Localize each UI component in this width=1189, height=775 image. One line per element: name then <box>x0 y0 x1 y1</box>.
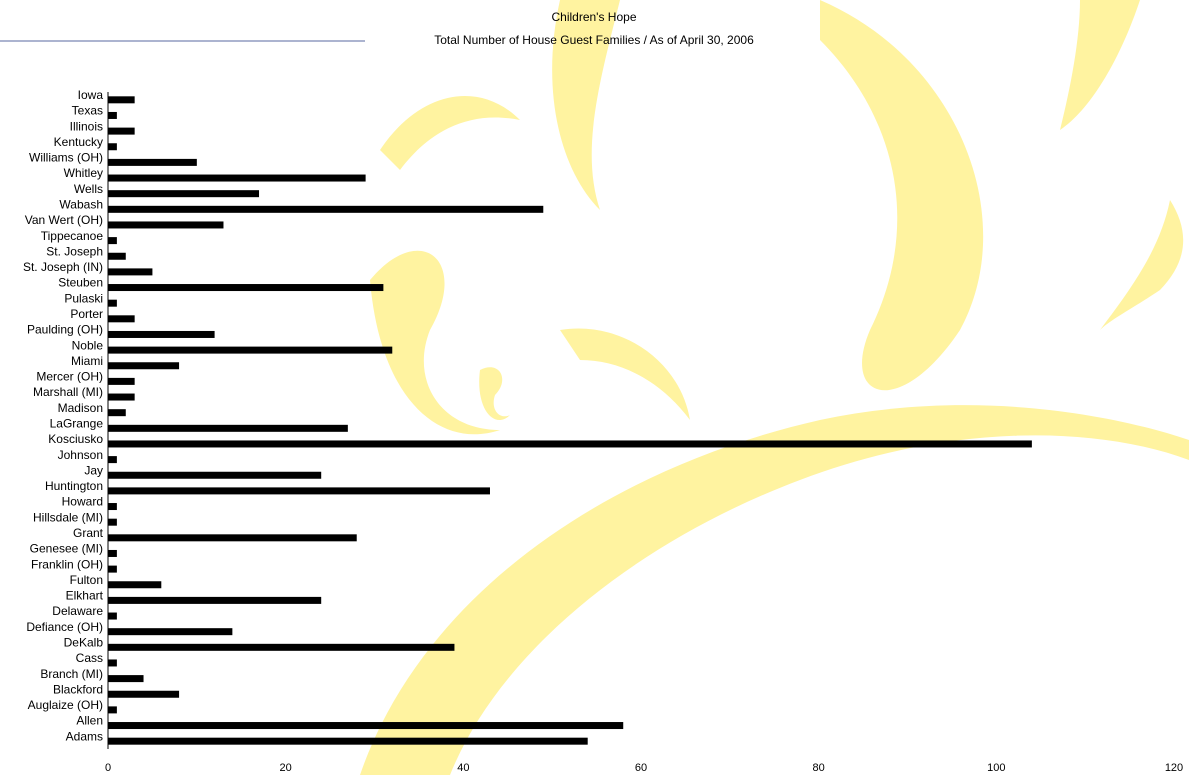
bar <box>108 424 348 432</box>
bar <box>108 315 135 323</box>
chart-subtitle: Total Number of House Guest Families / A… <box>434 33 754 47</box>
bar <box>108 659 117 667</box>
bar <box>108 205 544 213</box>
y-tick-label: Grant <box>73 526 104 540</box>
y-tick-label: Williams (OH) <box>29 151 103 165</box>
bar <box>108 471 322 479</box>
bar <box>108 503 117 511</box>
bar <box>108 456 117 464</box>
bar <box>108 549 117 557</box>
bar <box>108 377 135 385</box>
y-tick-label: Miami <box>71 354 103 368</box>
y-tick-label: Paulding (OH) <box>27 323 103 337</box>
y-tick-label: Genesee (MI) <box>30 542 103 556</box>
y-tick-label: Tippecanoe <box>41 229 104 243</box>
bar <box>108 487 490 495</box>
bar <box>108 237 117 245</box>
bar <box>108 221 224 229</box>
y-tick-label: Whitley <box>64 166 103 180</box>
y-tick-label: Delaware <box>52 604 103 618</box>
bar <box>108 722 624 730</box>
y-tick-label: Johnson <box>58 448 103 462</box>
y-tick-label: Huntington <box>45 479 103 493</box>
bar <box>108 174 366 182</box>
x-tick-label: 80 <box>813 762 825 774</box>
x-tick-label: 20 <box>280 762 292 774</box>
y-tick-label: Porter <box>70 307 103 321</box>
y-tick-label: Jay <box>84 463 103 477</box>
bar <box>108 706 117 714</box>
y-tick-label: Franklin (OH) <box>31 557 103 571</box>
bar <box>108 518 117 526</box>
y-tick-label: Branch (MI) <box>40 667 103 681</box>
y-tick-label: LaGrange <box>50 416 104 430</box>
bar <box>108 190 260 198</box>
y-tick-label: Elkhart <box>66 589 104 603</box>
y-tick-label: Illinois <box>70 119 103 133</box>
y-tick-label: Hillsdale (MI) <box>33 510 103 524</box>
bar <box>108 127 135 135</box>
bar <box>108 330 215 338</box>
x-tick-label: 100 <box>987 762 1005 774</box>
bar <box>108 737 588 745</box>
bar <box>108 346 393 354</box>
bar <box>108 111 117 119</box>
y-tick-label: Kentucky <box>54 135 103 149</box>
bar <box>108 440 1032 448</box>
chart-title: Children's Hope <box>551 10 636 24</box>
background-sun <box>360 0 1189 775</box>
y-tick-label: St. Joseph <box>46 244 103 258</box>
y-tick-label: Madison <box>58 401 103 415</box>
y-tick-label: Van Wert (OH) <box>25 213 103 227</box>
y-tick-label: Steuben <box>58 276 103 290</box>
y-tick-label: Marshall (MI) <box>33 385 103 399</box>
y-tick-label: Noble <box>72 338 104 352</box>
bar <box>108 581 162 589</box>
bar <box>108 675 144 683</box>
y-tick-label: Howard <box>62 495 103 509</box>
bar <box>108 409 126 417</box>
y-tick-label: Auglaize (OH) <box>28 698 103 712</box>
y-tick-label: DeKalb <box>64 635 104 649</box>
y-tick-label: Iowa <box>78 88 104 102</box>
bar <box>108 393 135 401</box>
y-tick-label: Texas <box>72 104 103 118</box>
bar <box>108 143 117 151</box>
y-tick-label: Blackford <box>53 682 103 696</box>
x-tick-label: 120 <box>1165 762 1183 774</box>
bar <box>108 284 384 292</box>
y-tick-label: Adams <box>66 729 103 743</box>
bar <box>108 534 357 542</box>
bar <box>108 565 117 573</box>
bar <box>108 596 322 604</box>
y-tick-label: St. Joseph (IN) <box>23 260 103 274</box>
y-tick-label: Wabash <box>59 197 103 211</box>
bar <box>108 690 180 698</box>
bar <box>108 252 126 260</box>
y-tick-label: Mercer (OH) <box>36 370 103 384</box>
bar <box>108 96 135 104</box>
y-tick-label: Cass <box>76 651 103 665</box>
bar <box>108 158 197 166</box>
x-tick-label: 60 <box>635 762 647 774</box>
bar <box>108 643 455 651</box>
y-tick-label: Kosciusko <box>48 432 103 446</box>
bar <box>108 268 153 276</box>
bar <box>108 299 117 307</box>
y-tick-label: Allen <box>76 714 103 728</box>
x-tick-label: 40 <box>457 762 469 774</box>
x-tick-label: 0 <box>105 762 111 774</box>
bar <box>108 628 233 636</box>
bar <box>108 612 117 620</box>
y-tick-label: Fulton <box>70 573 103 587</box>
bar <box>108 362 180 370</box>
y-tick-label: Wells <box>74 182 103 196</box>
y-tick-label: Defiance (OH) <box>26 620 103 634</box>
y-tick-label: Pulaski <box>64 291 103 305</box>
